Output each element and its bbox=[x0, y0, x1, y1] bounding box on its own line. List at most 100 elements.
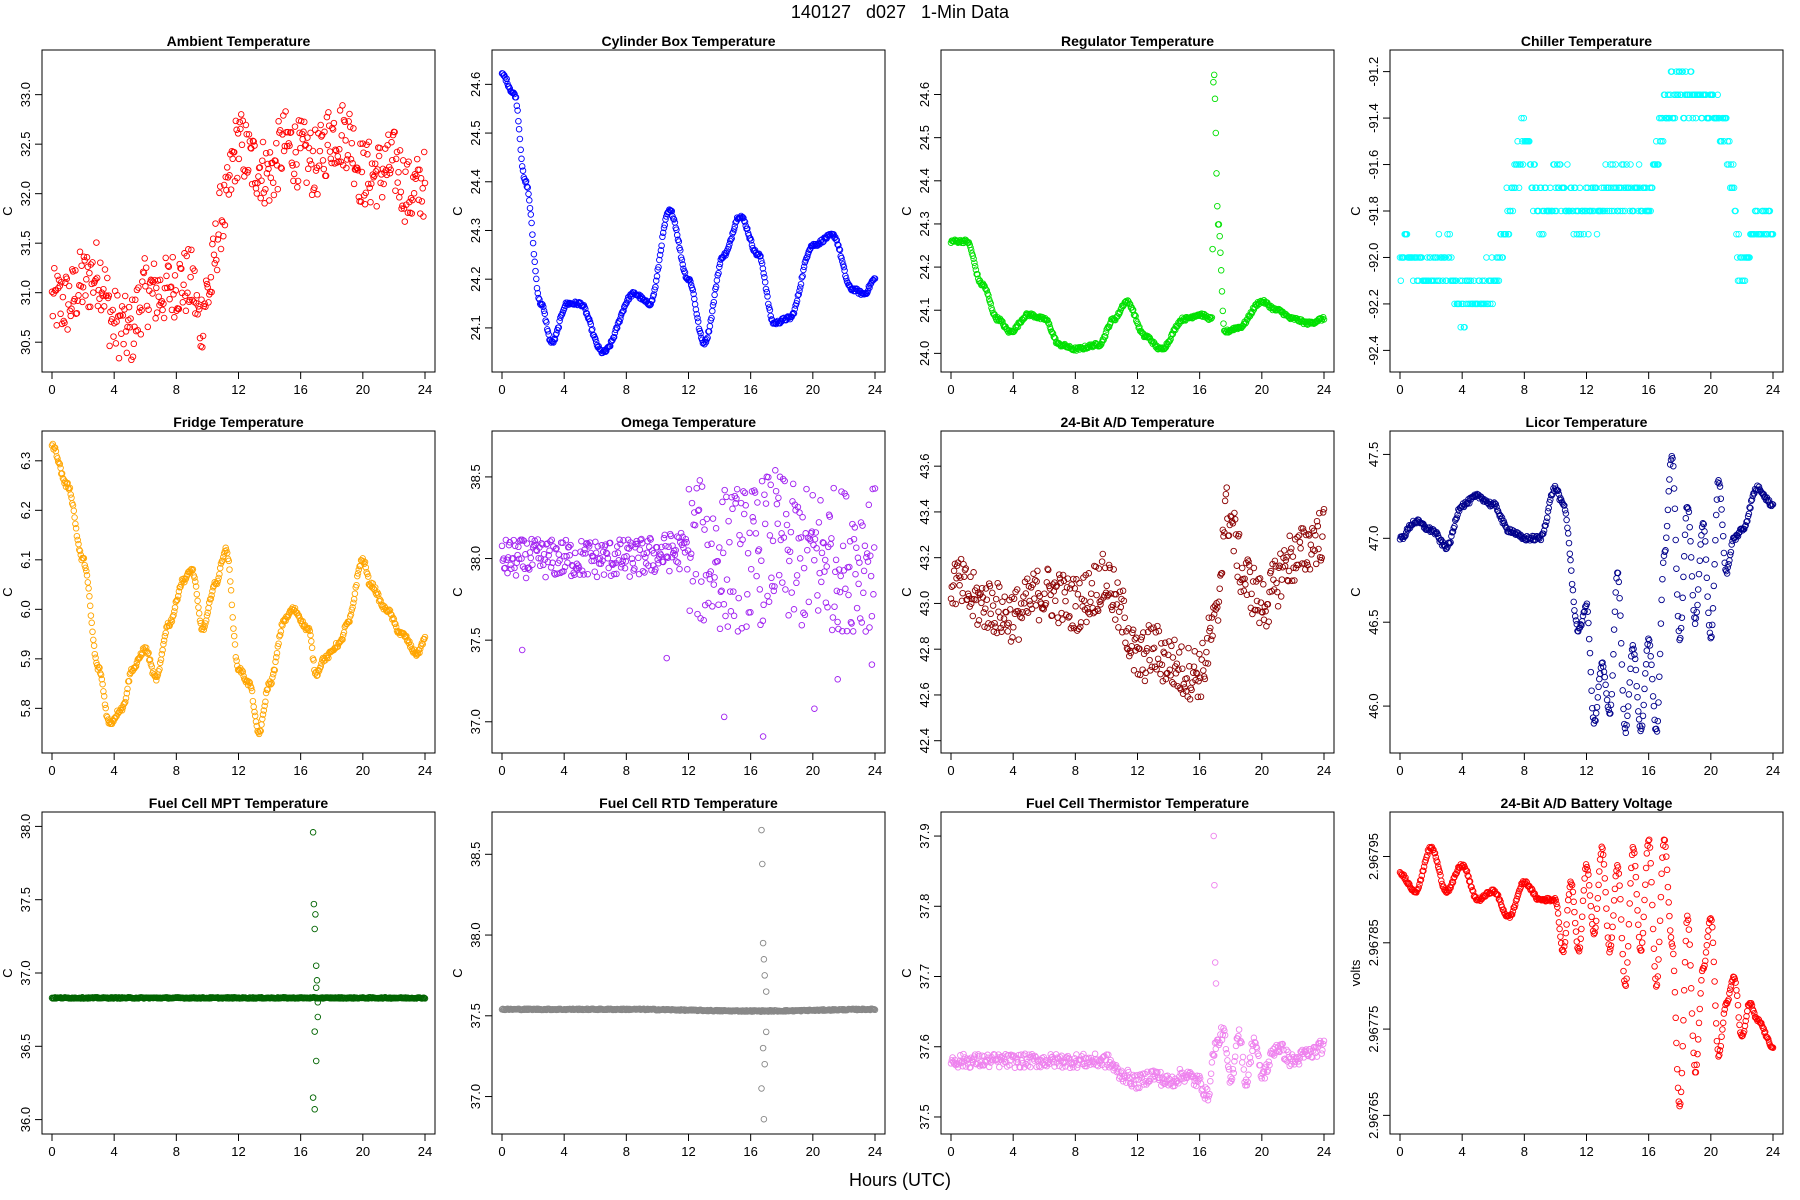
data-point bbox=[1650, 702, 1658, 710]
data-point bbox=[764, 293, 771, 300]
data-point bbox=[145, 649, 152, 657]
data-point bbox=[267, 681, 275, 688]
data-point bbox=[1526, 138, 1533, 145]
data-point bbox=[1533, 184, 1540, 192]
data-point bbox=[1635, 161, 1643, 168]
data-point bbox=[1652, 725, 1660, 733]
data-point bbox=[553, 330, 560, 337]
y-tick-label: 30.5 bbox=[18, 330, 33, 355]
data-point bbox=[1233, 562, 1241, 569]
data-point bbox=[349, 604, 356, 611]
data-point bbox=[846, 538, 854, 545]
data-point bbox=[838, 254, 845, 262]
data-point bbox=[1619, 687, 1626, 694]
data-point bbox=[753, 572, 760, 580]
data-point bbox=[87, 261, 95, 268]
data-point bbox=[704, 541, 711, 549]
data-point bbox=[1566, 550, 1574, 558]
data-point bbox=[232, 117, 240, 125]
data-point bbox=[1745, 510, 1753, 518]
data-point bbox=[1571, 184, 1579, 192]
data-point bbox=[416, 166, 423, 174]
x-tick-label: 8 bbox=[173, 382, 180, 397]
data-point bbox=[1451, 300, 1458, 308]
data-point bbox=[975, 617, 983, 624]
data-point bbox=[1055, 571, 1063, 578]
data-point bbox=[202, 303, 209, 310]
data-point bbox=[704, 334, 711, 342]
data-point bbox=[1102, 329, 1110, 336]
data-point bbox=[1273, 579, 1280, 587]
data-point bbox=[702, 338, 710, 346]
data-point bbox=[1058, 609, 1065, 617]
data-point bbox=[97, 671, 105, 679]
data-point bbox=[1245, 558, 1252, 565]
data-point bbox=[1035, 616, 1043, 624]
data-point bbox=[350, 595, 358, 603]
data-point bbox=[955, 572, 963, 580]
data-point bbox=[1720, 549, 1728, 557]
data-point bbox=[1100, 336, 1107, 344]
data-point bbox=[142, 644, 150, 652]
data-point bbox=[249, 697, 257, 705]
data-point bbox=[811, 535, 819, 543]
data-point bbox=[585, 543, 593, 550]
data-point bbox=[820, 539, 827, 547]
data-point bbox=[1629, 642, 1637, 649]
data-point bbox=[1487, 501, 1495, 508]
data-point bbox=[1562, 510, 1570, 517]
data-point bbox=[343, 164, 350, 172]
data-point bbox=[1489, 500, 1496, 507]
data-point bbox=[1626, 679, 1633, 686]
data-point bbox=[1641, 685, 1648, 693]
data-point bbox=[128, 296, 136, 303]
data-point bbox=[671, 551, 679, 559]
data-point bbox=[253, 190, 261, 197]
data-point bbox=[739, 536, 746, 543]
data-point bbox=[56, 460, 64, 468]
data-point bbox=[698, 578, 705, 585]
data-point bbox=[1146, 656, 1153, 664]
data-point bbox=[195, 306, 203, 313]
y-tick-label: 37.5 bbox=[468, 1003, 483, 1028]
x-tick-label: 24 bbox=[1317, 382, 1331, 397]
data-point bbox=[796, 287, 803, 295]
data-point bbox=[957, 555, 965, 563]
data-point bbox=[522, 178, 529, 186]
data-point bbox=[673, 231, 681, 239]
data-point bbox=[1741, 277, 1749, 284]
data-point bbox=[521, 565, 528, 573]
data-point bbox=[709, 307, 716, 315]
data-point bbox=[272, 157, 279, 165]
data-point bbox=[1105, 561, 1113, 569]
data-point bbox=[992, 595, 1000, 603]
data-point bbox=[1288, 545, 1295, 552]
data-point bbox=[621, 564, 629, 572]
data-point bbox=[1712, 511, 1720, 519]
data-point bbox=[555, 551, 563, 558]
data-point bbox=[346, 123, 354, 131]
data-point bbox=[613, 570, 620, 578]
data-point bbox=[1256, 575, 1264, 582]
data-point bbox=[557, 569, 564, 577]
data-point bbox=[1161, 650, 1168, 657]
data-point bbox=[529, 561, 536, 568]
data-point bbox=[628, 555, 636, 562]
data-point bbox=[1315, 545, 1322, 553]
data-point bbox=[610, 333, 618, 341]
data-point bbox=[1615, 578, 1623, 586]
data-point bbox=[779, 475, 787, 483]
data-point bbox=[1529, 184, 1536, 192]
data-point bbox=[1710, 582, 1718, 590]
x-tick-label: 0 bbox=[947, 382, 954, 397]
data-point bbox=[1175, 666, 1182, 673]
data-point bbox=[1167, 336, 1174, 343]
data-point bbox=[208, 288, 215, 296]
data-point bbox=[1201, 675, 1209, 683]
data-point bbox=[1170, 680, 1177, 688]
data-point bbox=[1679, 594, 1686, 602]
data-point bbox=[680, 539, 688, 547]
x-tick-label: 0 bbox=[1396, 382, 1403, 397]
data-point bbox=[663, 553, 671, 560]
